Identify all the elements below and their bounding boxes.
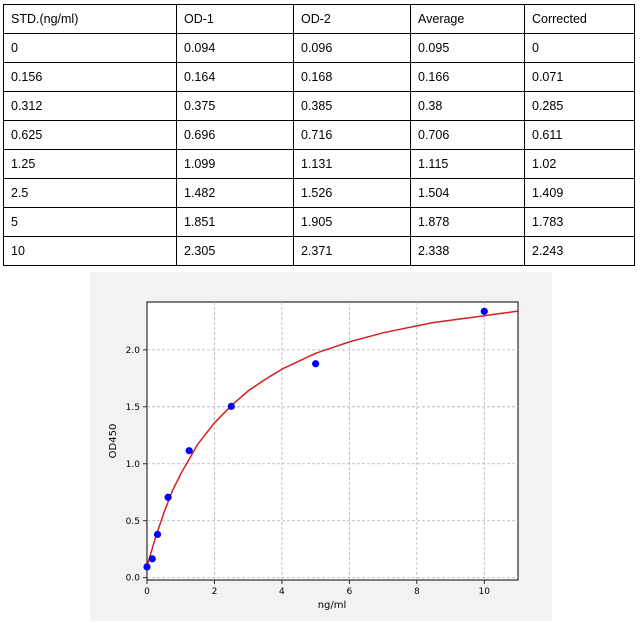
table-cell: 2.243 bbox=[524, 236, 635, 266]
data-point bbox=[164, 493, 172, 501]
table-cell: 1.115 bbox=[410, 149, 525, 179]
table-cell: 1.02 bbox=[524, 149, 635, 179]
table-cell: 0.312 bbox=[3, 91, 177, 121]
x-tick-label: 0 bbox=[144, 587, 150, 597]
y-tick-label: 0.0 bbox=[126, 574, 141, 584]
table-cell: 0.375 bbox=[176, 91, 294, 121]
x-tick-label: 2 bbox=[212, 587, 218, 597]
y-axis-ticks: 0.0 0.5 1.0 1.5 2.0 bbox=[126, 346, 147, 584]
table-row: 0.312 0.375 0.385 0.38 0.285 bbox=[3, 91, 635, 121]
table-row: 0 0.094 0.096 0.095 0 bbox=[3, 33, 635, 63]
table-row: 1.25 1.099 1.131 1.115 1.02 bbox=[3, 149, 635, 179]
table-row: 0.625 0.696 0.716 0.706 0.611 bbox=[3, 120, 635, 150]
table-cell: 1.131 bbox=[293, 149, 411, 179]
table-cell: 1.25 bbox=[3, 149, 177, 179]
data-point bbox=[143, 563, 151, 571]
table-cell: 1.878 bbox=[410, 207, 525, 237]
table-cell: 1.504 bbox=[410, 178, 525, 208]
y-tick-label: 2.0 bbox=[126, 346, 141, 356]
table-cell: 0.625 bbox=[3, 120, 177, 150]
table-cell: 1.783 bbox=[524, 207, 635, 237]
table-cell: 0.696 bbox=[176, 120, 294, 150]
table-cell: 0.071 bbox=[524, 62, 635, 92]
header-od2: OD-2 bbox=[293, 4, 411, 34]
table-cell: 1.099 bbox=[176, 149, 294, 179]
table-cell: 0 bbox=[524, 33, 635, 63]
header-std: STD.(ng/ml) bbox=[3, 4, 177, 34]
table-cell: 2.338 bbox=[410, 236, 525, 266]
table-cell: 0.706 bbox=[410, 120, 525, 150]
data-points bbox=[143, 307, 488, 571]
table-cell: 0.095 bbox=[410, 33, 525, 63]
x-tick-label: 8 bbox=[414, 587, 420, 597]
table-cell: 0.166 bbox=[410, 62, 525, 92]
y-tick-label: 0.5 bbox=[126, 517, 140, 527]
header-corrected: Corrected bbox=[524, 4, 635, 34]
chart-panel: 0 2 4 6 8 10 0.0 0.5 1.0 1.5 2.0 ng/ml OD450 bbox=[90, 272, 552, 621]
header-average: Average bbox=[410, 4, 525, 34]
table-header-row: STD.(ng/ml) OD-1 OD-2 Average Corrected bbox=[3, 4, 635, 34]
table-cell: 0.164 bbox=[176, 62, 294, 92]
table-cell: 0.385 bbox=[293, 91, 411, 121]
x-axis-label: ng/ml bbox=[318, 600, 347, 611]
grid-layer bbox=[147, 302, 518, 580]
x-tick-label: 4 bbox=[279, 587, 285, 597]
table-cell: 1.526 bbox=[293, 178, 411, 208]
plot-area bbox=[146, 301, 519, 581]
table-cell: 2.371 bbox=[293, 236, 411, 266]
table-cell: 0.156 bbox=[3, 62, 177, 92]
table-cell: 10 bbox=[3, 236, 177, 266]
header-od1: OD-1 bbox=[176, 4, 294, 34]
x-tick-label: 10 bbox=[479, 587, 491, 597]
standard-curve-table: STD.(ng/ml) OD-1 OD-2 Average Corrected … bbox=[3, 4, 635, 266]
table-cell: 1.409 bbox=[524, 178, 635, 208]
table-cell: 1.851 bbox=[176, 207, 294, 237]
data-point bbox=[227, 402, 235, 410]
y-tick-label: 1.0 bbox=[126, 460, 141, 470]
table-cell: 0.094 bbox=[176, 33, 294, 63]
table-cell: 2.5 bbox=[3, 178, 177, 208]
x-axis-ticks: 0 2 4 6 8 10 bbox=[144, 580, 490, 597]
table-cell: 0.38 bbox=[410, 91, 525, 121]
table-cell: 5 bbox=[3, 207, 177, 237]
table-row: 2.5 1.482 1.526 1.504 1.409 bbox=[3, 178, 635, 208]
fit-curve-line bbox=[146, 310, 519, 567]
table-cell: 2.305 bbox=[176, 236, 294, 266]
data-point bbox=[312, 360, 320, 368]
data-point bbox=[185, 447, 193, 455]
table-cell: 0 bbox=[3, 33, 177, 63]
x-tick-label: 6 bbox=[346, 587, 352, 597]
data-point bbox=[480, 307, 488, 315]
table-row: 5 1.851 1.905 1.878 1.783 bbox=[3, 207, 635, 237]
table-cell: 1.482 bbox=[176, 178, 294, 208]
table-cell: 0.168 bbox=[293, 62, 411, 92]
y-axis-label: OD450 bbox=[108, 424, 119, 459]
table-cell: 0.611 bbox=[524, 120, 635, 150]
table-cell: 0.096 bbox=[293, 33, 411, 63]
table-cell: 1.905 bbox=[293, 207, 411, 237]
y-tick-label: 1.5 bbox=[126, 403, 140, 413]
standard-curve-chart: 0 2 4 6 8 10 0.0 0.5 1.0 1.5 2.0 ng/ml OD450 bbox=[108, 301, 519, 611]
data-point bbox=[148, 555, 156, 563]
table-cell: 0.716 bbox=[293, 120, 411, 150]
data-point bbox=[153, 530, 162, 539]
table-row: 10 2.305 2.371 2.338 2.243 bbox=[3, 236, 635, 266]
table-row: 0.156 0.164 0.168 0.166 0.071 bbox=[3, 62, 635, 92]
table-cell: 0.285 bbox=[524, 91, 635, 121]
